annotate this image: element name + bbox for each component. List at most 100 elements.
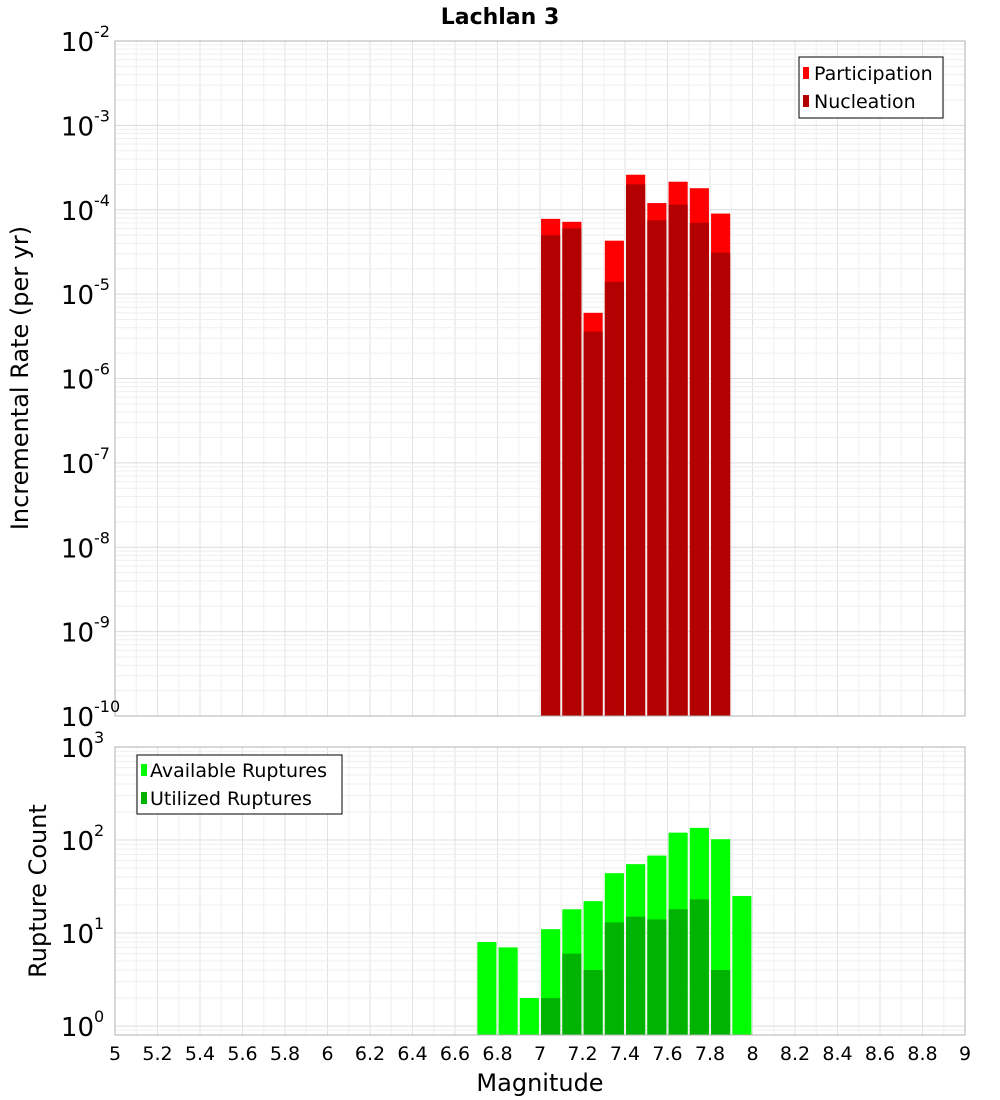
rate-y-tick-exponent: -4 — [94, 191, 110, 210]
x-tick-label: 7.4 — [610, 1043, 640, 1065]
x-tick-label: 8.4 — [822, 1043, 852, 1065]
rate-y-tick-base: 10 — [61, 450, 94, 480]
count-bar-utilized-ruptures — [541, 997, 561, 1035]
count-bar-utilized-ruptures — [668, 909, 688, 1035]
count-bar-available-ruptures — [498, 947, 518, 1035]
x-tick-label: 5.4 — [185, 1043, 215, 1065]
rate-bars — [541, 174, 731, 717]
rate-bar-nucleation — [626, 184, 646, 717]
rate-y-tick-exponent: -6 — [94, 360, 110, 379]
count-y-axis-label: Rupture Count — [24, 804, 52, 978]
rate-y-tick: 10 -7 — [61, 444, 110, 480]
count-bar-utilized-ruptures — [583, 969, 603, 1035]
count-bar-available-ruptures — [477, 942, 497, 1035]
count-y-tick: 10 2 — [61, 821, 104, 857]
count-y-tick-exponent: 2 — [94, 821, 104, 840]
x-tick-label: 8.6 — [865, 1043, 895, 1065]
nucleation-legend-swatch — [803, 95, 809, 107]
count-bar-available-ruptures — [519, 997, 539, 1035]
x-tick-label: 6.4 — [397, 1043, 427, 1065]
x-tick-label: 8.2 — [780, 1043, 810, 1065]
x-tick-label: 5 — [109, 1043, 121, 1065]
count-legend-box — [136, 754, 343, 815]
count-y-tick-exponent: 3 — [94, 728, 104, 747]
rate-bar-nucleation — [668, 204, 688, 717]
rate-bar-nucleation — [541, 235, 561, 716]
rate-plot-border — [114, 40, 966, 717]
rate-y-tick-base: 10 — [61, 703, 94, 733]
x-tick-label: 6.8 — [482, 1043, 512, 1065]
x-tick-label: 7.2 — [567, 1043, 597, 1065]
x-tick-label: 7.8 — [695, 1043, 725, 1065]
x-tick-label: 5.2 — [142, 1043, 172, 1065]
available-legend-swatch — [141, 764, 147, 776]
x-tick-label: 8 — [746, 1043, 758, 1065]
participation-legend-swatch — [803, 67, 809, 79]
rate-y-tick-base: 10 — [61, 28, 94, 58]
rate-y-tick: 10 -4 — [61, 191, 110, 227]
count-y-tick-exponent: 1 — [94, 914, 104, 933]
participation-legend-label: Participation — [814, 63, 933, 85]
rate-y-tick-base: 10 — [61, 281, 94, 311]
count-bar-utilized-ruptures — [626, 916, 646, 1035]
rate-y-tick-base: 10 — [61, 112, 94, 142]
count-plot-border — [114, 746, 966, 1036]
x-tick-label: 6.2 — [355, 1043, 385, 1065]
count-y-tick-base: 10 — [61, 1013, 94, 1043]
rate-y-axis-label: Incremental Rate (per yr) — [6, 226, 34, 530]
rate-gridlines — [114, 40, 966, 717]
count-y-tick: 10 0 — [61, 1007, 104, 1043]
rate-y-tick-exponent: -2 — [94, 22, 110, 41]
x-tick-label: 7 — [534, 1043, 546, 1065]
rate-bar-nucleation — [583, 331, 603, 716]
x-tick-labels: 5 5.2 5.4 5.6 5.8 6 6.2 6.4 6.6 6.8 7 7.2 7.4 7.6 7.8 8… — [109, 1043, 971, 1065]
available-legend-label: Available Ruptures — [150, 760, 327, 782]
rate-y-tick-base: 10 — [61, 197, 94, 227]
x-tick-label: 6.6 — [440, 1043, 470, 1065]
rate-bar-nucleation — [562, 228, 582, 716]
count-legend: Available Ruptures Utilized Ruptures — [136, 754, 343, 815]
x-tick-label: 8.8 — [907, 1043, 937, 1065]
rate-y-tick: 10 -8 — [61, 528, 110, 564]
rate-y-tick-exponent: -7 — [94, 444, 110, 463]
rate-bar-nucleation — [711, 252, 731, 716]
count-y-tick-exponent: 0 — [94, 1007, 104, 1026]
count-y-tick: 10 3 — [61, 728, 104, 764]
count-bar-available-ruptures — [732, 895, 752, 1035]
count-bar-utilized-ruptures — [647, 919, 667, 1035]
count-bar-utilized-ruptures — [604, 922, 624, 1035]
rate-y-tick-base: 10 — [61, 534, 94, 564]
utilized-legend-swatch — [141, 792, 147, 804]
count-y-tick-base: 10 — [61, 920, 94, 950]
count-bar-utilized-ruptures — [711, 969, 731, 1035]
rate-bar-nucleation — [689, 222, 709, 716]
rate-y-tick-base: 10 — [61, 366, 94, 396]
x-tick-label: 5.8 — [270, 1043, 300, 1065]
count-bar-utilized-ruptures — [689, 899, 709, 1035]
rate-y-tick: 10 -5 — [61, 275, 110, 311]
utilized-legend-label: Utilized Ruptures — [150, 788, 312, 810]
rate-y-tick-exponent: -9 — [94, 613, 110, 632]
rate-y-tick: 10 -10 — [61, 697, 120, 733]
count-bar-utilized-ruptures — [562, 953, 582, 1035]
rate-y-tick: 10 -2 — [61, 22, 110, 58]
rate-y-tick-base: 10 — [61, 619, 94, 649]
rate-legend-box — [798, 56, 944, 119]
rate-y-tick-exponent: -3 — [94, 106, 110, 125]
rate-bar-nucleation — [647, 220, 667, 717]
count-bars — [477, 827, 752, 1035]
x-tick-label: 6 — [321, 1043, 333, 1065]
rate-y-tick-exponent: -8 — [94, 528, 110, 547]
nucleation-legend-label: Nucleation — [814, 91, 916, 113]
rate-legend: Participation Nucleation — [798, 56, 944, 119]
rate-y-tick: 10 -3 — [61, 106, 110, 142]
count-y-tick-base: 10 — [61, 827, 94, 857]
x-tick-label: 7.6 — [652, 1043, 682, 1065]
count-y-tick: 10 1 — [61, 914, 104, 950]
x-tick-label: 9 — [959, 1043, 971, 1065]
rate-y-tick: 10 -6 — [61, 360, 110, 396]
